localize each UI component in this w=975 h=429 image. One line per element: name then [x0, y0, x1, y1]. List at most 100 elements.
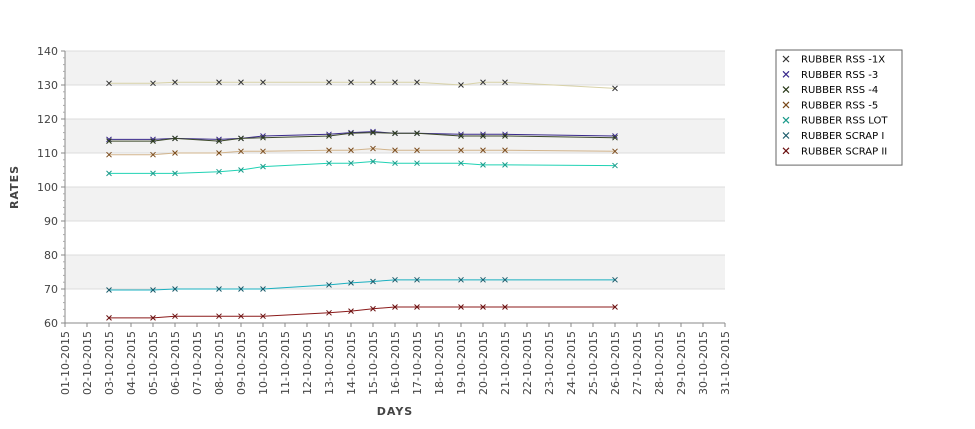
data-point — [150, 315, 156, 321]
x-tick-label: 18-10-2015 — [433, 331, 446, 395]
data-point — [480, 304, 486, 310]
legend-marker — [782, 147, 790, 155]
plot-band — [65, 221, 725, 255]
x-tick-label: 26-10-2015 — [609, 331, 622, 395]
data-point — [326, 160, 332, 167]
plot-band — [65, 153, 725, 187]
data-point — [172, 79, 178, 86]
data-point — [414, 147, 420, 154]
data-point — [106, 80, 112, 87]
legend-marker — [782, 132, 790, 139]
data-point — [216, 138, 222, 144]
data-point — [172, 313, 178, 320]
series-3 — [106, 145, 618, 158]
y-tick-label: 140 — [37, 45, 58, 58]
legend-label: RUBBER RSS -1X — [801, 55, 885, 66]
x-tick-label: 02-10-2015 — [81, 331, 94, 395]
data-point — [260, 286, 266, 292]
y-tick-label: 80 — [44, 249, 58, 262]
data-point — [480, 79, 486, 86]
data-point — [502, 276, 508, 283]
x-tick-label: 05-10-2015 — [147, 331, 160, 395]
x-tick-label: 20-10-2015 — [477, 331, 490, 395]
x-tick-label: 25-10-2015 — [587, 331, 600, 395]
y-axis-ticks: 60 70 80 90 100 110 120 130 140 — [37, 45, 65, 330]
data-point — [326, 79, 332, 86]
legend-marker — [782, 86, 790, 94]
data-point — [502, 147, 508, 154]
legend-label: RUBBER SCRAP I — [801, 131, 884, 142]
data-point — [458, 133, 464, 139]
y-tick-label: 60 — [44, 317, 58, 330]
data-point — [238, 167, 244, 173]
data-point — [238, 135, 244, 142]
data-point — [502, 304, 508, 310]
data-point — [480, 133, 486, 139]
data-point — [414, 304, 420, 310]
data-point — [348, 308, 354, 314]
plot-band — [65, 119, 725, 153]
data-point — [502, 79, 508, 86]
data-point — [106, 315, 112, 321]
x-tick-label: 08-10-2015 — [213, 331, 226, 395]
data-point — [216, 79, 222, 86]
series-0 — [106, 79, 618, 92]
data-point — [348, 79, 354, 86]
data-point — [106, 170, 112, 177]
series-6 — [106, 304, 618, 321]
y-tick-label: 120 — [37, 113, 58, 126]
data-point — [150, 170, 156, 177]
legend: RUBBER RSS -1X RUBBER RSS -3 RUBBER RSS -4… — [775, 49, 903, 166]
data-point — [370, 145, 376, 152]
data-point — [414, 160, 420, 167]
data-point — [480, 162, 486, 168]
data-point — [172, 150, 178, 156]
data-point — [172, 170, 178, 177]
data-point — [458, 304, 464, 310]
x-tick-label: 01-10-2015 — [59, 331, 72, 395]
data-point — [392, 79, 398, 86]
data-point — [238, 313, 244, 320]
data-point — [348, 147, 354, 154]
x-tick-label: 04-10-2015 — [125, 331, 138, 395]
x-tick-label: 29-10-2015 — [675, 331, 688, 395]
data-point — [348, 280, 354, 286]
data-point — [260, 313, 266, 320]
legend-label: RUBBER RSS -4 — [801, 85, 878, 96]
data-point — [260, 163, 266, 170]
series-2 — [106, 129, 618, 144]
data-point — [414, 276, 420, 283]
plot-band — [65, 289, 725, 323]
legend-marker — [782, 70, 790, 78]
x-tick-label: 06-10-2015 — [169, 331, 182, 395]
data-point — [150, 138, 156, 144]
data-point — [414, 79, 420, 86]
x-tick-label: 19-10-2015 — [455, 331, 468, 395]
plot-band — [65, 51, 725, 85]
data-point — [370, 278, 376, 285]
data-point — [612, 304, 618, 310]
data-point — [348, 130, 354, 137]
data-point — [326, 147, 332, 154]
legend-label: RUBBER RSS -5 — [801, 100, 878, 111]
data-point — [216, 286, 222, 292]
data-point — [216, 168, 222, 175]
data-point — [392, 304, 398, 310]
y-tick-label: 70 — [44, 283, 58, 296]
data-point — [370, 129, 376, 136]
x-tick-label: 12-10-2015 — [301, 331, 314, 395]
x-tick-label: 16-10-2015 — [389, 331, 402, 395]
x-tick-label: 07-10-2015 — [191, 331, 204, 395]
data-point — [612, 85, 618, 92]
data-point — [150, 287, 156, 293]
data-point — [216, 313, 222, 320]
data-point — [370, 158, 376, 165]
data-point — [238, 286, 244, 292]
data-point — [612, 134, 618, 141]
data-point — [238, 79, 244, 86]
y-tick-label: 100 — [37, 181, 58, 194]
legend-label: RUBBER SCRAP II — [801, 146, 887, 157]
data-point — [392, 160, 398, 167]
data-point — [348, 160, 354, 167]
plot-band — [65, 255, 725, 289]
